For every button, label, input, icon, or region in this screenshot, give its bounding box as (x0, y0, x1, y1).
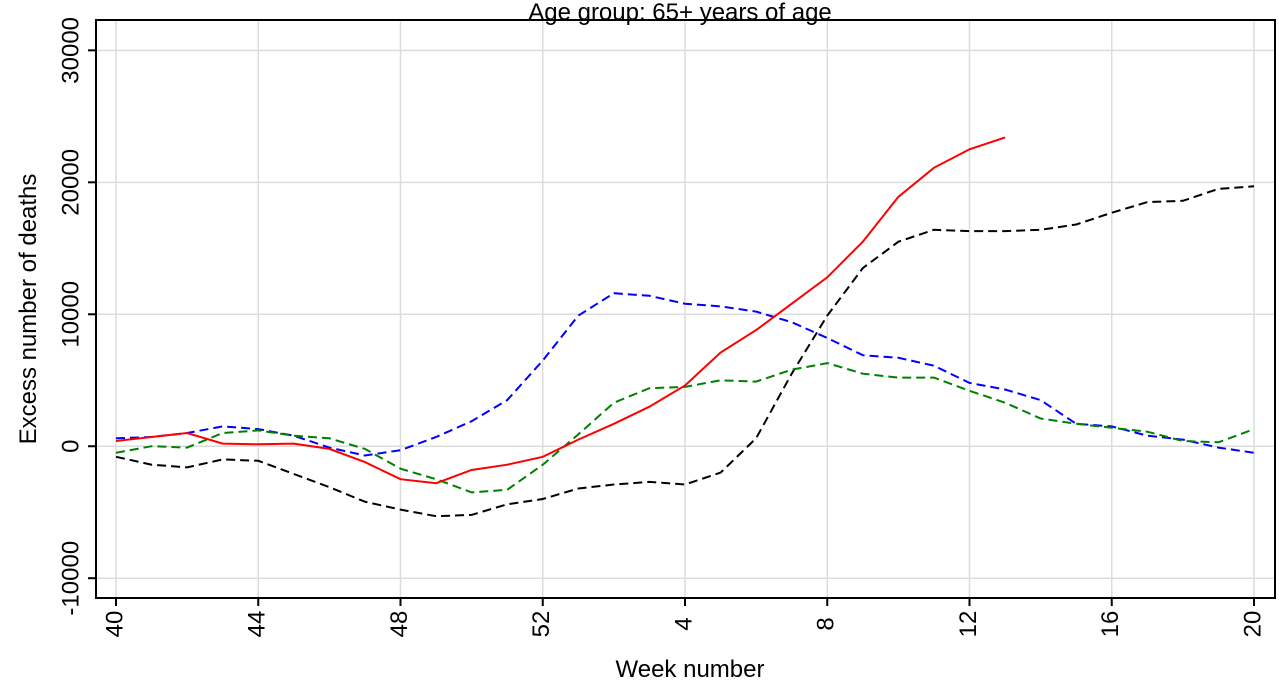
y-axis-label: Excess number of deaths (15, 174, 42, 445)
y-tick-label: -10000 (57, 541, 84, 616)
x-tick-label: 20 (1239, 611, 1266, 638)
series-line (115, 362, 1255, 494)
y-tick-label: 20000 (57, 149, 84, 216)
plot-frame (95, 19, 1276, 599)
x-tick-label: 52 (528, 611, 555, 638)
y-tick-label: 10000 (57, 281, 84, 348)
x-tick-label: 12 (955, 611, 982, 638)
y-tick-label: 0 (57, 440, 84, 453)
x-tick-label: 4 (670, 617, 697, 630)
x-tick-label: 8 (813, 617, 840, 630)
chart-title: Age group: 65+ years of age (528, 0, 832, 26)
series-line (115, 185, 1255, 518)
y-tick-label: 30000 (57, 17, 84, 84)
series-line (115, 292, 1255, 457)
x-tick-label: 40 (101, 611, 128, 638)
x-tick-label: 44 (244, 611, 271, 638)
x-tick-label: 16 (1097, 611, 1124, 638)
x-axis-label: Week number (616, 656, 765, 683)
x-tick-label: 48 (386, 611, 413, 638)
series-line (115, 136, 1006, 485)
